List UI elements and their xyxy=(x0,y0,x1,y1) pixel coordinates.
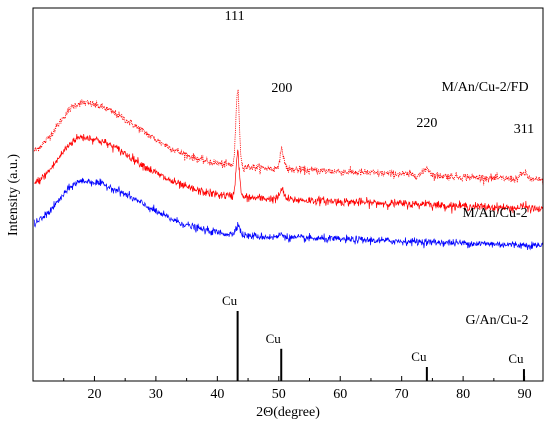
x-tick-label: 50 xyxy=(272,387,286,402)
x-tick-label: 60 xyxy=(333,387,347,402)
reference-label-cu: Cu xyxy=(508,351,524,366)
x-tick-label: 70 xyxy=(395,387,409,402)
x-tick-label: 80 xyxy=(456,387,470,402)
reference-label-cu: Cu xyxy=(266,331,282,346)
series-line-3 xyxy=(33,177,543,251)
peak-label-311: 311 xyxy=(514,122,534,137)
reference-label-cu: Cu xyxy=(222,293,238,308)
x-axis-title: 2Θ(degree) xyxy=(256,405,320,420)
series-line-2 xyxy=(34,133,543,214)
reference-lines xyxy=(236,311,525,381)
series-layer xyxy=(33,89,544,251)
x-axis-ticks: 20 30 40 50 60 70 80 90 xyxy=(63,376,532,402)
x-tick-label: 20 xyxy=(87,387,101,402)
series-label-3: G/An/Cu-2 xyxy=(466,313,529,328)
x-tick-label: 40 xyxy=(210,387,224,402)
x-tick-label: 90 xyxy=(518,387,532,402)
plot-frame xyxy=(32,7,544,382)
x-tick-label: 30 xyxy=(149,387,163,402)
y-axis-title: Intensity (a.u.) xyxy=(6,154,21,236)
peak-label-200: 200 xyxy=(271,81,292,96)
annotations: Cu Cu Cu Cu 111 200 220 311 M/An/Cu-2/FD M/An/Cu-… xyxy=(222,9,534,366)
reference-label-cu: Cu xyxy=(411,349,427,364)
series-label-2: M/An/Cu-2 xyxy=(462,206,527,221)
series-label-1: M/An/Cu-2/FD xyxy=(441,80,528,95)
series-line-1 xyxy=(33,89,544,186)
peak-label-220: 220 xyxy=(416,116,437,131)
peak-label-111: 111 xyxy=(225,9,245,24)
